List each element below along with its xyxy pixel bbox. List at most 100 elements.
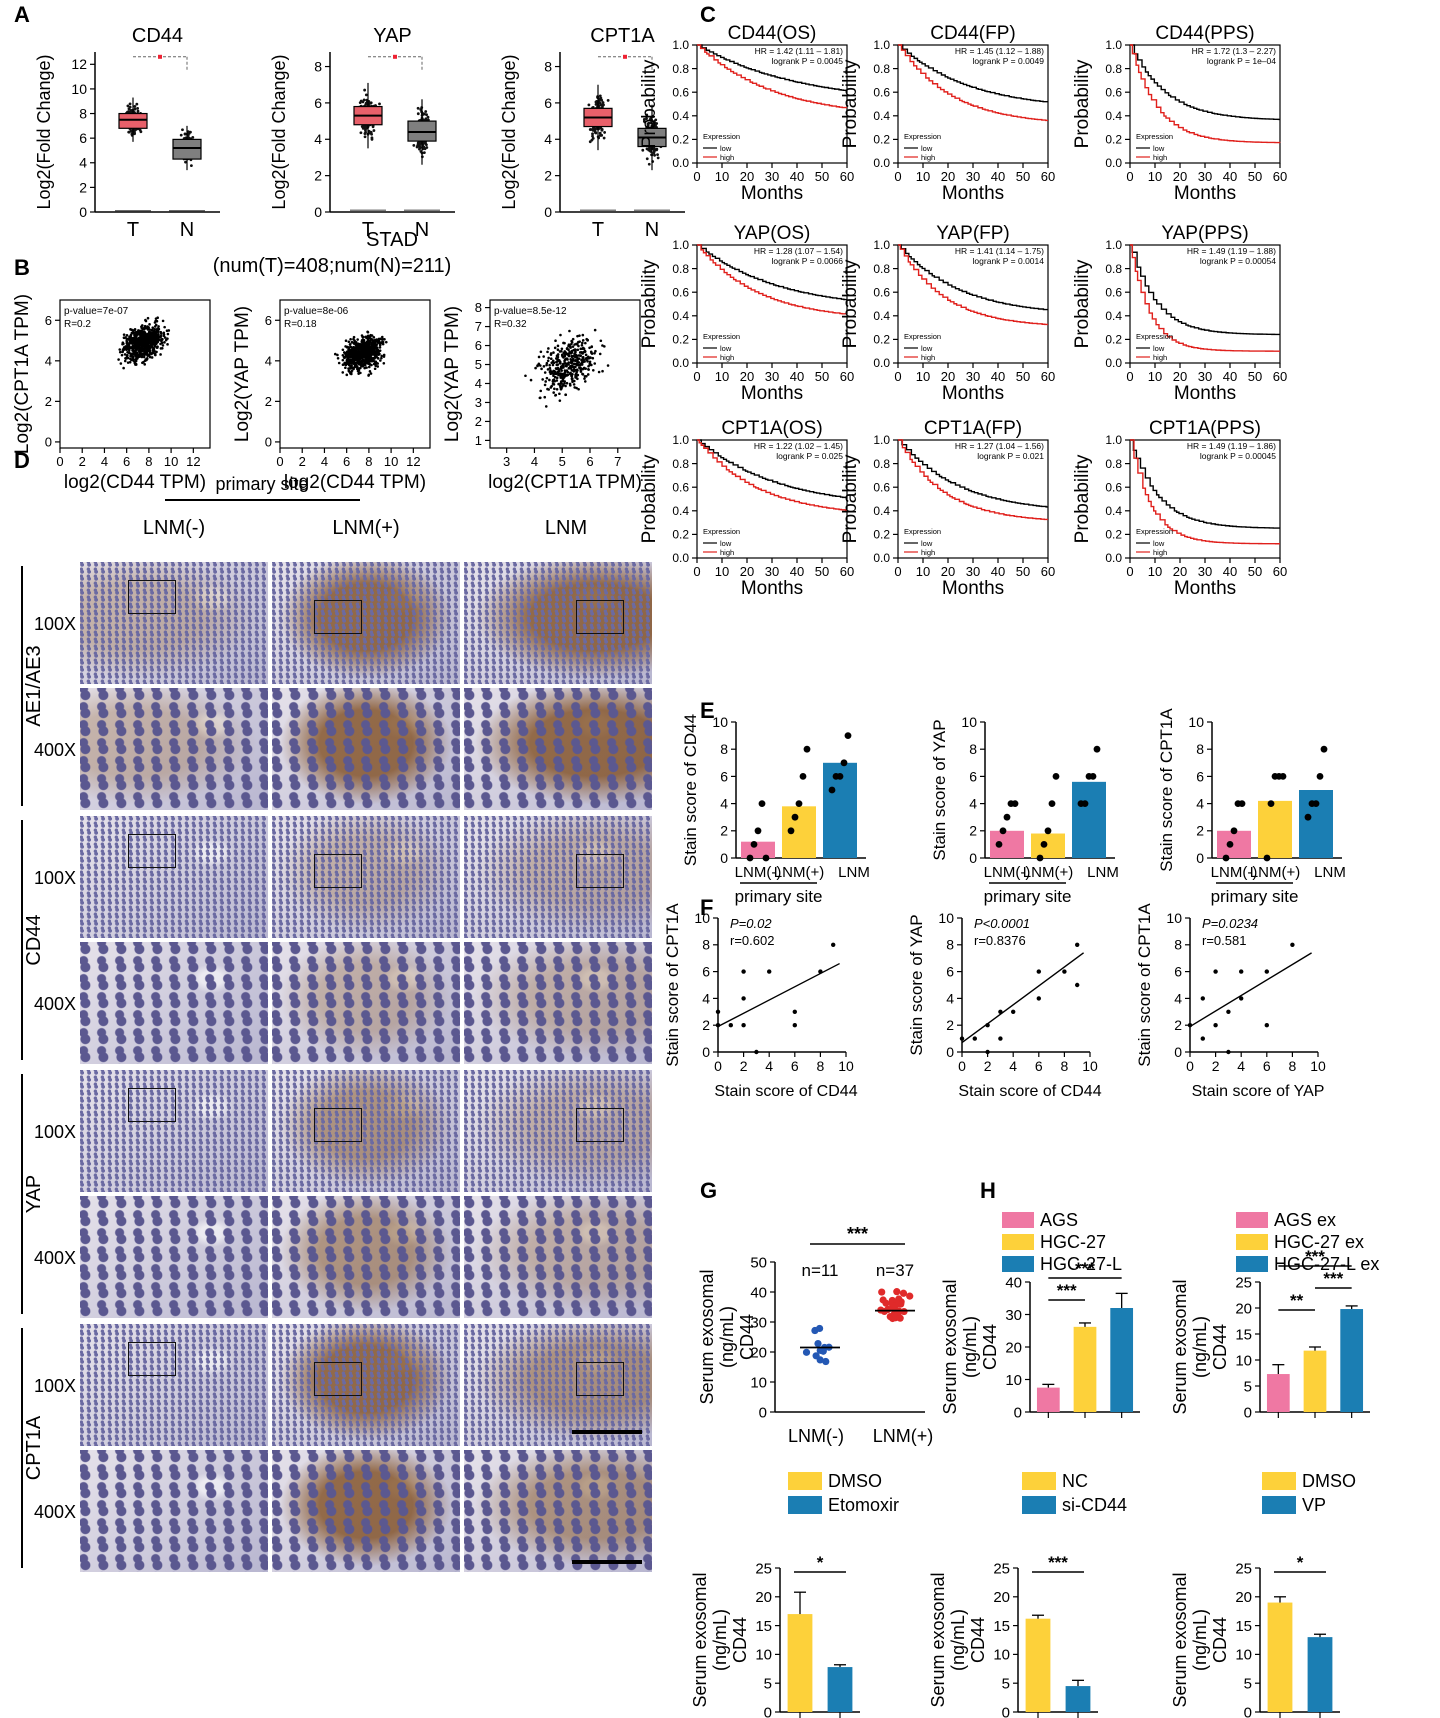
panelC-km-cd44-pps--xtick-label: 20 (1173, 169, 1187, 184)
panelB-chart-3-xlabel: log2(CPT1A TPM) (488, 472, 642, 493)
panelB-chart-3-point (579, 347, 583, 351)
panelB-chart-3-point (539, 396, 542, 400)
panelB-chart-3-point (583, 380, 587, 383)
panelB-chart-3-point (547, 347, 550, 350)
panelD-column-1: LNM(-) (143, 517, 205, 539)
panelF-chart-3-ytick-label: 4 (1174, 990, 1182, 1006)
panelA-chart-cd44-point (183, 132, 187, 136)
panelA-chart-cpt1a-point (648, 149, 652, 153)
panelB-chart-3-point (548, 378, 551, 382)
panelB-chart-3-ylabel: Log2(YAP TPM) (442, 306, 463, 442)
panelA-chart-yap-point (412, 144, 416, 147)
panelH-top-1-ytick-label: 20 (1005, 1339, 1022, 1356)
panelB-chart-1-point (145, 343, 149, 346)
panelB-chart-3-point (581, 372, 584, 376)
panelA-chart-yap-point (426, 115, 430, 119)
panelB-chart-3-point (537, 362, 541, 366)
panelA-chart-cd44-ytick-label: 4 (79, 155, 87, 171)
panelB-chart-3-point (581, 361, 584, 364)
panelH-bottom-1-ytick-label: 10 (755, 1647, 772, 1664)
panelC-km-cpt1a-fp--ytick-label: 0.8 (873, 457, 890, 471)
panelC-km-cpt1a-fp--xtick-label: 30 (966, 564, 980, 579)
panelB-chart-3-point (572, 367, 576, 371)
panelB-chart-1-point (132, 346, 135, 349)
panelB-chart-2-point (343, 352, 347, 355)
panelC-km-cd44-pps--ytick-label: 0.6 (1105, 85, 1122, 99)
panelB-chart-1-point (141, 361, 144, 365)
panelA-chart-cpt1a-point (589, 128, 593, 131)
panelB-chart-2-ytick-label: 6 (265, 313, 272, 328)
panelB-chart-3-point (580, 343, 584, 347)
panelB-chart-3-point (571, 345, 575, 348)
panelB-chart-1-point (139, 346, 143, 350)
panelC-km-cpt1a-os--xtick-label: 60 (840, 564, 854, 579)
panelB-chart-1-point (160, 346, 164, 350)
panel-letter-A: A (14, 2, 30, 27)
panelC-km-cd44-fp--legend-high: high (921, 153, 935, 162)
panelB-chart-2-point (366, 361, 369, 365)
panelB-chart-1-point (159, 342, 162, 346)
panelD-mag-label: 100X (34, 1122, 76, 1142)
panelA-chart-cpt1a-point (603, 131, 607, 134)
panelE-chart-1-point (828, 786, 836, 794)
panelB-chart-2-point (378, 346, 382, 349)
panelA-chart-yap-point (424, 110, 428, 113)
panel-letter-F: F (700, 895, 713, 920)
panelC-km-cd44-os--legend-title: Expression (703, 132, 740, 141)
panelB-chart-2-point (349, 360, 353, 364)
panelH-top-2-bar-1 (1266, 1374, 1290, 1412)
panelB-chart-3-xtick-label: 6 (586, 454, 593, 469)
panelD-mag-label: 400X (34, 994, 76, 1014)
panelH-top-1-legend-2: HGC-27 (1040, 1232, 1106, 1252)
panelB-chart-2-point (352, 362, 356, 366)
panelF-chart-2-point (1062, 969, 1067, 974)
panelB-chart-2-point (370, 345, 373, 349)
panelF-chart-3-fit-line (1189, 952, 1312, 1028)
panelC-km-cd44-fp--xtick-label: 30 (966, 169, 980, 184)
panelA-chart-cpt1a-point (652, 151, 656, 155)
panelB-chart-3-point (549, 371, 553, 374)
panelA-chart-yap-point (416, 106, 420, 110)
panelB-chart-2-point (358, 347, 361, 351)
zoom-box (314, 854, 362, 888)
panelB-chart-3-point (578, 340, 581, 343)
panelA-chart-yap-title: YAP (373, 25, 412, 47)
panelB-chart-1-point (150, 333, 154, 336)
micrograph-cd44-400x-3 (464, 942, 652, 1064)
panelB-chart-1-xtick-label: 4 (101, 454, 108, 469)
panelB-chart-1-point (142, 348, 146, 351)
panelA-chart-cd44-ytick-label: 12 (71, 56, 87, 72)
panelB-chart-2-point (349, 348, 353, 352)
panelC-km-cpt1a-fp--ytick-label: 1.0 (873, 433, 890, 447)
panelC-km-cd44-pps--xtick-label: 40 (1223, 169, 1237, 184)
panelE-chart-2-point (1036, 854, 1044, 862)
panelB-chart-3-point (544, 380, 547, 383)
panelB-chart-3-point (586, 338, 589, 342)
panelB-chart-2-point (350, 364, 353, 367)
panelC-km-cpt1a-pps--ytick-label: 0.4 (1105, 504, 1122, 518)
panelB-chart-2-r-value: R=0.18 (284, 319, 317, 330)
panelH-bottom-1-legend-2: Etomoxir (828, 1495, 899, 1515)
panelA-chart-cpt1a-point (647, 162, 651, 166)
panelH-bottom-3-ytick-label: 5 (1244, 1675, 1252, 1692)
panelB-chart-3-point (559, 333, 562, 337)
panelF-chart-1-point (741, 996, 746, 1001)
panelB-chart-1-point (159, 353, 162, 356)
panelF-chart-2-ytick-label: 4 (946, 990, 954, 1006)
panel-letter-B: B (14, 255, 30, 280)
panelA-chart-yap-point (363, 135, 367, 139)
panelB-chart-3-xtick-label: 7 (614, 454, 621, 469)
panelB-chart-3-point (588, 346, 591, 350)
panelB-chart-3-ytick-label: 1 (475, 433, 482, 448)
panelA-chart-yap-point (416, 142, 420, 146)
panelC-km-cpt1a-fp--legend-high: high (921, 548, 935, 557)
panelC-km-cd44-pps--ytick-label: 0.8 (1105, 62, 1122, 76)
panelH-bottom-1-ylabel-bottom: (ng/mL) (710, 1609, 730, 1671)
panelB-chart-1-point (135, 333, 139, 337)
panelC-km-cd44-fp--legend-title: Expression (904, 132, 941, 141)
panelF-chart-3-xtick-label: 10 (1310, 1058, 1326, 1074)
panelB-chart-2-point (367, 336, 370, 340)
panelC-km-cd44-pps--logrank: logrank P = 1e–04 (1207, 56, 1276, 66)
panelB-chart-1-point (133, 342, 136, 345)
